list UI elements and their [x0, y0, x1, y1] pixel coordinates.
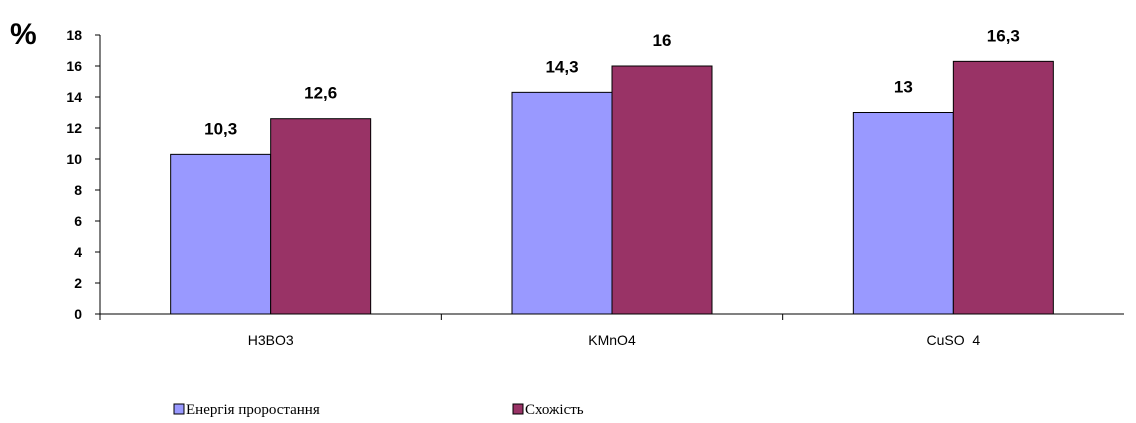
- bar-value-label: 10,3: [204, 119, 237, 138]
- y-tick-label: 2: [74, 275, 82, 291]
- data-labels: 10,3 12,6 14,3 16 13 16,3: [204, 26, 1020, 138]
- y-tick-label: 4: [74, 244, 82, 260]
- x-category-label: KMnO4: [588, 332, 636, 348]
- bar-value-label: 16: [653, 31, 672, 50]
- y-tick-label: 18: [66, 27, 82, 43]
- bar-germination: [611, 65, 713, 315]
- bar-value-label: 12,6: [304, 84, 337, 103]
- bar-energy: [170, 153, 272, 315]
- legend-swatch: [512, 403, 524, 415]
- y-tick-label: 14: [66, 89, 82, 105]
- bars: [170, 60, 1054, 315]
- y-tick-label: 0: [74, 306, 82, 322]
- bar-energy: [852, 112, 954, 315]
- y-tick-label: 16: [66, 58, 82, 74]
- bar-value-label: 14,3: [545, 57, 578, 76]
- legend: Енергія проростання Схожість: [173, 402, 584, 418]
- bar-value-label: 16,3: [987, 26, 1020, 45]
- x-category-label: CuSO 4: [926, 332, 980, 348]
- legend-label: Схожість: [525, 402, 584, 418]
- legend-label: Енергія проростання: [186, 402, 320, 418]
- bar-germination: [270, 118, 372, 315]
- y-tick-label: 8: [74, 182, 82, 198]
- bar-germination: [952, 60, 1054, 315]
- bar-value-label: 13: [894, 78, 913, 97]
- legend-swatch: [173, 403, 185, 415]
- y-tick-label: 6: [74, 213, 82, 229]
- bar-energy: [511, 91, 613, 315]
- y-tick-label: 12: [66, 120, 82, 136]
- y-unit-label: %: [10, 18, 37, 51]
- x-category-label: H3BO3: [248, 332, 294, 348]
- y-tick-label: 10: [66, 151, 82, 167]
